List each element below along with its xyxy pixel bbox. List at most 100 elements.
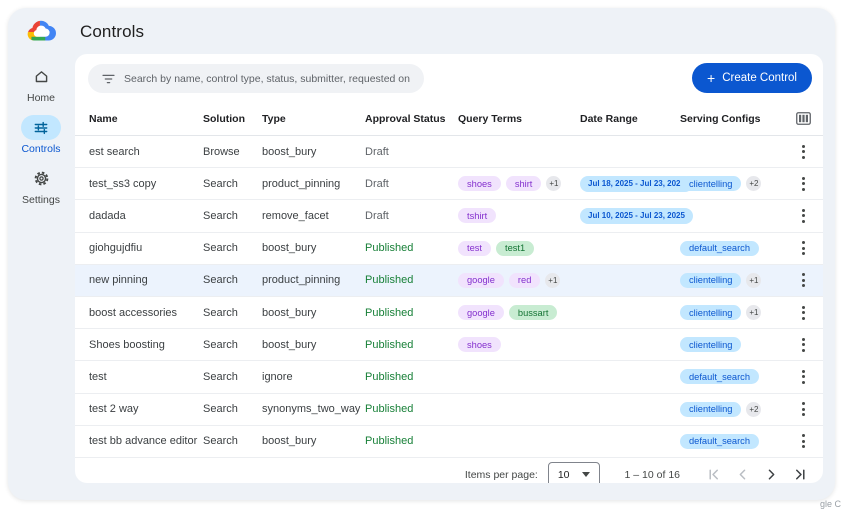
cell-serving-configs: default_search (680, 433, 783, 449)
cell-name: giohgujdfiu (89, 242, 143, 255)
row-menu-button[interactable] (795, 237, 812, 259)
row-menu-button[interactable] (795, 302, 812, 324)
status-label: Published (365, 306, 414, 319)
cell-solution: Search (203, 274, 238, 287)
table-row[interactable]: new pinning Search product_pinning Publi… (75, 264, 823, 297)
status-label: Published (365, 435, 414, 448)
table-row[interactable]: boost accessories Search boost_bury Publ… (75, 297, 823, 330)
items-per-page-value: 10 (557, 468, 570, 481)
table-row[interactable]: Shoes boosting Search boost_bury Publish… (75, 329, 823, 362)
page-next-button[interactable] (760, 464, 782, 483)
sidebar-item-label: Home (26, 92, 55, 104)
status-label: Published (365, 403, 414, 416)
row-menu-button[interactable] (795, 366, 812, 388)
table-row[interactable]: est search Browse boost_bury Draft (75, 136, 823, 169)
table-body: est search Browse boost_bury Draft test_… (75, 136, 823, 458)
items-per-page-select[interactable]: 10 (547, 462, 600, 483)
cell-type: boost_bury (262, 338, 317, 351)
cell-date-range: Jul 10, 2025 - Jul 23, 2025 (580, 207, 693, 224)
cell-name: new pinning (89, 274, 148, 287)
cell-name: boost accessories (89, 306, 178, 319)
row-menu-button[interactable] (795, 334, 812, 356)
page-watermark: gle C (819, 499, 841, 509)
cell-type: product_pinning (262, 274, 341, 287)
row-menu-button[interactable] (795, 398, 812, 420)
create-control-button[interactable]: + Create Control (692, 63, 812, 93)
dropdown-arrow-icon (581, 472, 590, 478)
cell-query-terms: google red +1 (458, 272, 580, 288)
cell-query-terms: google bussart (458, 305, 580, 321)
home-icon (21, 64, 61, 89)
cell-date-range: Jul 18, 2025 - Jul 23, 2025 (580, 175, 693, 192)
cell-name: test (89, 370, 107, 383)
cell-name: test 2 way (89, 403, 139, 416)
column-header-approval-status: Approval Status (365, 112, 446, 125)
cell-type: boost_bury (262, 435, 317, 448)
cell-solution: Search (203, 242, 238, 255)
table-row[interactable]: giohgujdfiu Search boost_bury Published … (75, 233, 823, 265)
status-label: Draft (365, 177, 389, 190)
table-row[interactable]: test bb advance editor Search boost_bury… (75, 426, 823, 458)
column-header-solution: Solution (203, 112, 245, 125)
gear-icon (21, 166, 61, 191)
toolbar: Search by name, control type, status, su… (75, 54, 823, 102)
term-chip: red (508, 272, 541, 288)
sidebar-item-home[interactable]: Home (21, 64, 61, 104)
search-input[interactable]: Search by name, control type, status, su… (88, 64, 424, 93)
cell-query-terms: tshirt (458, 208, 580, 224)
cell-name: est search (89, 145, 140, 158)
cell-name: test_ss3 copy (89, 177, 157, 190)
cell-type: boost_bury (262, 145, 317, 158)
page-first-button[interactable] (702, 464, 724, 483)
term-chip: default_search (680, 433, 759, 449)
status-label: Published (365, 370, 414, 383)
cell-serving-configs: clientelling +2 (680, 401, 783, 417)
count-chip: +1 (546, 176, 562, 192)
status-label: Published (365, 274, 414, 287)
date-range-chip: Jul 18, 2025 - Jul 23, 2025 (580, 175, 693, 192)
sidebar-item-settings[interactable]: Settings (21, 166, 61, 206)
pagination (702, 464, 811, 483)
sidebar-item-controls[interactable]: Controls (21, 115, 61, 155)
items-per-page-label: Items per page: (464, 468, 538, 481)
column-header-name: Name (89, 112, 118, 125)
term-chip: shirt (505, 176, 542, 192)
cell-name: dadada (89, 209, 126, 222)
cell-serving-configs: default_search (680, 369, 783, 385)
term-chip: clientelling (680, 337, 742, 353)
table-footer: Items per page: 10 1 – 10 of 16 (75, 458, 823, 483)
cell-query-terms: shoes shirt +1 (458, 176, 580, 192)
row-menu-button[interactable] (795, 173, 812, 195)
row-menu-button[interactable] (795, 205, 812, 227)
table-row[interactable]: test Search ignore Published default_sea… (75, 361, 823, 394)
cell-solution: Search (203, 209, 238, 222)
page-range-label: 1 – 10 of 16 (624, 468, 680, 481)
term-chip: clientelling (680, 176, 742, 192)
app-window: Controls Home Controls (8, 8, 835, 500)
filter-list-icon (102, 74, 115, 84)
row-menu-button[interactable] (795, 430, 812, 452)
column-settings-button[interactable] (783, 112, 823, 125)
table-row[interactable]: test_ss3 copy Search product_pinning Dra… (75, 168, 823, 201)
search-placeholder: Search by name, control type, status, su… (124, 72, 410, 85)
cell-solution: Search (203, 306, 238, 319)
row-menu-button[interactable] (795, 141, 812, 163)
cell-type: boost_bury (262, 306, 317, 319)
table-header-row: Name Solution Type Approval Status Query… (75, 102, 823, 136)
google-cloud-logo-icon (23, 18, 59, 46)
table-row[interactable]: dadada Search remove_facet Draft tshirt … (75, 200, 823, 233)
count-chip: +2 (746, 176, 762, 192)
term-chip: test (458, 240, 491, 256)
column-header-type: Type (262, 112, 286, 125)
count-chip: +1 (545, 272, 561, 288)
cell-solution: Browse (203, 145, 240, 158)
row-menu-button[interactable] (795, 269, 812, 291)
page-prev-button[interactable] (731, 464, 753, 483)
sidebar: Home Controls Settings (8, 64, 74, 206)
table-row[interactable]: test 2 way Search synonyms_two_way Publi… (75, 394, 823, 426)
term-chip: default_search (680, 240, 759, 256)
term-chip: shoes (458, 176, 501, 192)
plus-icon: + (707, 69, 716, 86)
page-last-button[interactable] (789, 464, 811, 483)
cell-type: remove_facet (262, 209, 329, 222)
